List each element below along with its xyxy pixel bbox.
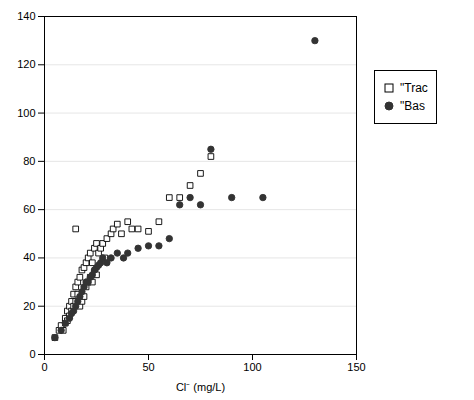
svg-text:60: 60: [23, 203, 35, 215]
svg-text:120: 120: [17, 58, 35, 70]
svg-text:140: 140: [17, 10, 35, 22]
svg-text:Cl⁻ (mg/L): Cl⁻ (mg/L): [176, 381, 225, 393]
svg-text:0: 0: [29, 348, 35, 360]
svg-text:0: 0: [41, 361, 47, 373]
html-text:"Trac: "Trac: [400, 81, 428, 95]
svg-text:50: 50: [142, 361, 154, 373]
svg-text:150: 150: [347, 361, 365, 373]
svg-text:100: 100: [17, 107, 35, 119]
svg-text:20: 20: [23, 300, 35, 312]
svg-text:100: 100: [243, 361, 261, 373]
html-text:"Bas: "Bas: [400, 99, 425, 113]
svg-text:40: 40: [23, 251, 35, 263]
svg-text:80: 80: [23, 155, 35, 167]
